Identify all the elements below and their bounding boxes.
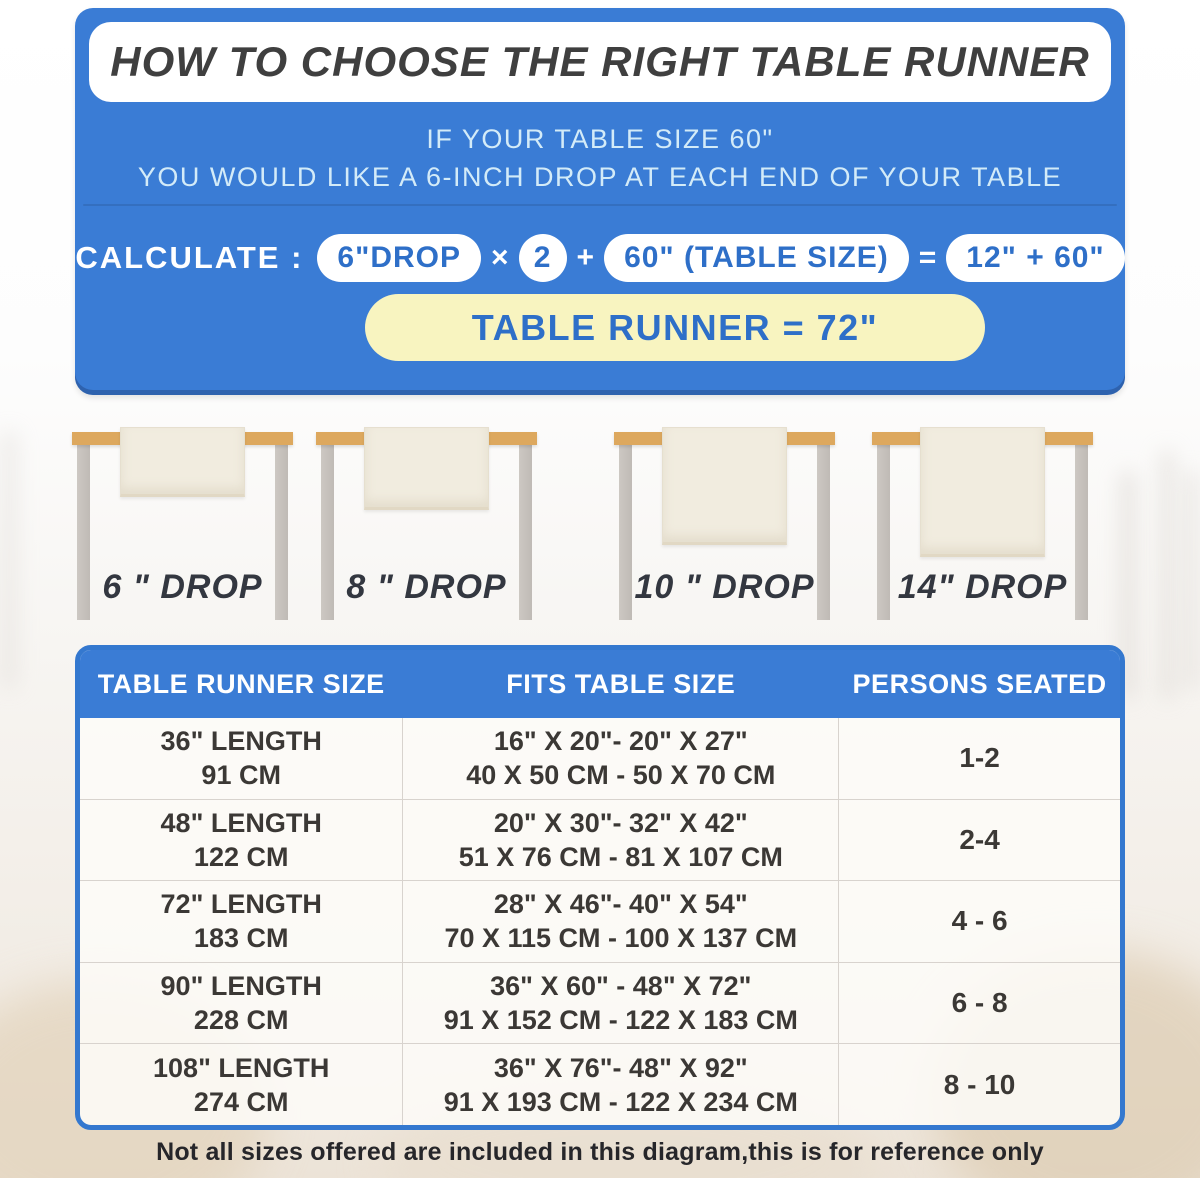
cell-line: 16" X 20"- 20" X 27" xyxy=(493,726,748,757)
fits-table-cell: 36" X 60" - 48" X 72" 91 X 152 CM - 122 … xyxy=(402,962,840,1044)
persons-cell: 8 - 10 xyxy=(839,1044,1120,1125)
runner-cloth xyxy=(364,427,489,510)
title-banner: HOW TO CHOOSE THE RIGHT TABLE RUNNER xyxy=(89,22,1111,102)
cell-line: 122 CM xyxy=(193,841,289,872)
cell-line: 2-4 xyxy=(959,823,1000,855)
cell-line: 36" LENGTH xyxy=(160,726,322,757)
drop-label: 6 " DROP xyxy=(102,568,263,606)
cell-line: 48" LENGTH xyxy=(160,807,322,838)
calculation-row: CALCULATE : 6"DROP × 2 + 60" (TABLE SIZE… xyxy=(75,232,1125,284)
cell-line: 20" X 30"- 32" X 42" xyxy=(493,807,748,838)
sum-pill: 12" + 60" xyxy=(946,234,1125,282)
table-leg xyxy=(77,445,90,620)
subtitle-line2: YOU WOULD LIKE A 6-INCH DROP AT EACH END… xyxy=(137,162,1063,192)
cell-line: 183 CM xyxy=(193,923,289,954)
persons-cell: 2-4 xyxy=(839,800,1120,881)
cell-line: 72" LENGTH xyxy=(160,889,322,920)
fits-table-cell: 36" X 76"- 48" X 92" 91 X 193 CM - 122 X… xyxy=(402,1044,840,1125)
persons-cell: 1-2 xyxy=(839,718,1120,799)
table-leg xyxy=(817,445,830,620)
footer-note: Not all sizes offered are included in th… xyxy=(156,1138,1044,1166)
cell-line: 6 - 8 xyxy=(951,987,1008,1019)
cell-line: 8 - 10 xyxy=(943,1068,1016,1100)
size-chart-header: TABLE RUNNER SIZE FITS TABLE SIZE PERSON… xyxy=(80,650,1120,718)
table-illustration-8in: 8 " DROP xyxy=(316,427,537,652)
cell-line: 1-2 xyxy=(959,742,1000,774)
table-leg xyxy=(275,445,288,620)
cell-line: 51 X 76 CM - 81 X 107 CM xyxy=(458,841,783,872)
cell-line: 228 CM xyxy=(193,1005,289,1036)
calculate-label: CALCULATE : xyxy=(75,240,304,275)
table-leg xyxy=(321,445,334,620)
fits-table-cell: 20" X 30"- 32" X 42" 51 X 76 CM - 81 X 1… xyxy=(402,799,840,881)
table-leg xyxy=(519,445,532,620)
header-panel: HOW TO CHOOSE THE RIGHT TABLE RUNNER IF … xyxy=(75,8,1125,395)
background-chair-blur xyxy=(1120,470,1136,700)
background-chair-blur xyxy=(1185,470,1197,690)
table-leg xyxy=(1075,445,1088,620)
column-header-persons: PERSONS SEATED xyxy=(852,668,1107,699)
persons-cell: 4 - 6 xyxy=(839,881,1120,962)
runner-size-cell: 72" LENGTH 183 CM xyxy=(80,881,402,962)
table-row: 48" LENGTH 122 CM 20" X 30"- 32" X 42" 5… xyxy=(80,798,1120,881)
panel-divider xyxy=(83,204,1117,206)
multiplier-pill: 2 xyxy=(518,234,567,282)
cell-line: 91 CM xyxy=(201,760,281,791)
drop-label: 10 " DROP xyxy=(634,568,815,606)
result-text: TABLE RUNNER = 72" xyxy=(471,306,879,348)
size-chart-body: 36" LENGTH 91 CM 16" X 20"- 20" X 27" 40… xyxy=(80,718,1120,1125)
subtitle-line1: IF YOUR TABLE SIZE 60" xyxy=(426,124,774,154)
runner-size-cell: 36" LENGTH 91 CM xyxy=(80,718,402,799)
drop-label: 14" DROP xyxy=(897,568,1068,606)
background-chair-blur xyxy=(1160,450,1174,700)
runner-size-cell: 90" LENGTH 228 CM xyxy=(80,963,402,1044)
plus-operator: + xyxy=(576,241,595,274)
runner-size-cell: 48" LENGTH 122 CM xyxy=(80,800,402,881)
equals-operator: = xyxy=(918,241,937,274)
cell-line: 274 CM xyxy=(193,1086,289,1117)
column-header-fits-table: FITS TABLE SIZE xyxy=(506,668,736,699)
runner-cloth xyxy=(120,427,245,497)
cell-line: 108" LENGTH xyxy=(153,1052,330,1083)
page-title: HOW TO CHOOSE THE RIGHT TABLE RUNNER xyxy=(110,38,1090,85)
cell-line: 36" X 76"- 48" X 92" xyxy=(493,1052,748,1083)
cell-line: 40 X 50 CM - 50 X 70 CM xyxy=(466,760,776,791)
table-leg xyxy=(619,445,632,620)
runner-cloth xyxy=(662,427,787,545)
table-illustration-14in: 14" DROP xyxy=(872,427,1093,652)
cell-line: 4 - 6 xyxy=(951,905,1008,937)
cell-line: 28" X 46"- 40" X 54" xyxy=(493,889,748,920)
table-row: 90" LENGTH 228 CM 36" X 60" - 48" X 72" … xyxy=(80,961,1120,1044)
table-row: 36" LENGTH 91 CM 16" X 20"- 20" X 27" 40… xyxy=(80,718,1120,799)
runner-cloth xyxy=(920,427,1045,557)
column-header-runner-size: TABLE RUNNER SIZE xyxy=(97,668,385,699)
cell-line: 91 X 152 CM - 122 X 183 CM xyxy=(443,1005,798,1036)
size-chart-card: TABLE RUNNER SIZE FITS TABLE SIZE PERSON… xyxy=(75,645,1125,1130)
cell-line: 36" X 60" - 48" X 72" xyxy=(490,971,752,1002)
fits-table-cell: 28" X 46"- 40" X 54" 70 X 115 CM - 100 X… xyxy=(402,881,840,962)
table-size-pill: 60" (TABLE SIZE) xyxy=(604,234,909,282)
result-pill: TABLE RUNNER = 72" xyxy=(365,294,985,361)
cell-line: 90" LENGTH xyxy=(160,971,322,1002)
runner-size-cell: 108" LENGTH 274 CM xyxy=(80,1044,402,1125)
cell-line: 70 X 115 CM - 100 X 137 CM xyxy=(444,923,798,954)
background-chair-blur xyxy=(0,430,18,690)
table-leg xyxy=(877,445,890,620)
times-operator: × xyxy=(491,241,509,274)
table-illustration-10in: 10 " DROP xyxy=(614,427,835,652)
table-row: 108" LENGTH 274 CM 36" X 76"- 48" X 92" … xyxy=(80,1043,1120,1125)
table-illustration-6in: 6 " DROP xyxy=(72,427,293,652)
table-row: 72" LENGTH 183 CM 28" X 46"- 40" X 54" 7… xyxy=(80,880,1120,962)
cell-line: 91 X 193 CM - 122 X 234 CM xyxy=(443,1086,798,1117)
persons-cell: 6 - 8 xyxy=(839,963,1120,1044)
drop-label: 8 " DROP xyxy=(346,568,507,606)
fits-table-cell: 16" X 20"- 20" X 27" 40 X 50 CM - 50 X 7… xyxy=(402,718,840,799)
drop-value-pill: 6"DROP xyxy=(317,234,481,282)
